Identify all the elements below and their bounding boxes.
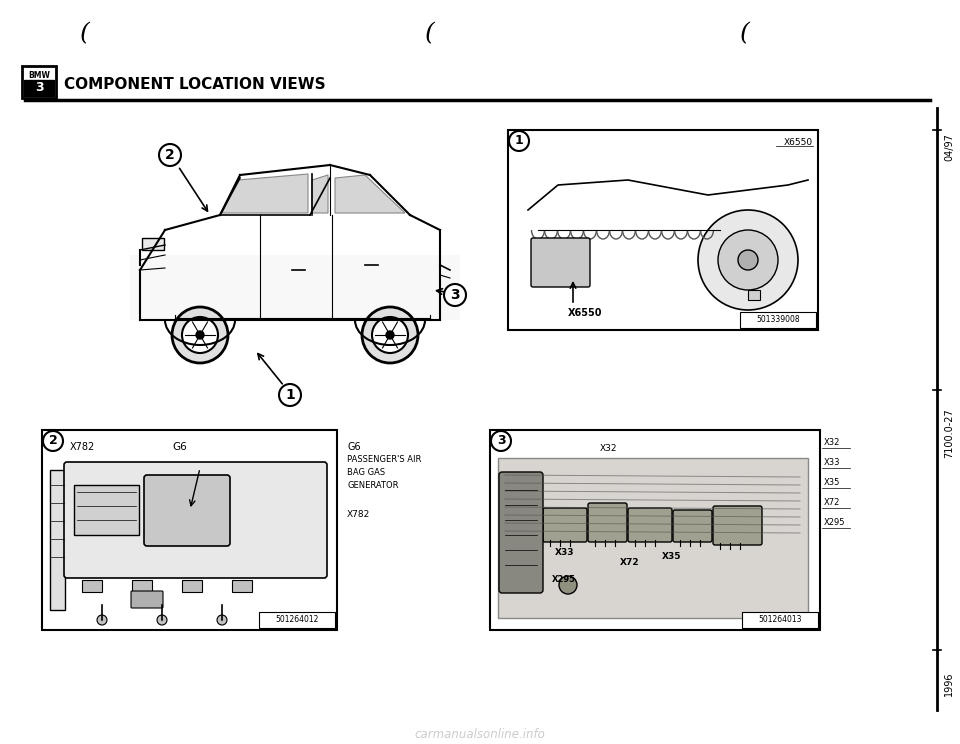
- FancyBboxPatch shape: [543, 508, 587, 542]
- FancyBboxPatch shape: [531, 238, 590, 287]
- Bar: [74, 485, 139, 535]
- Circle shape: [172, 307, 228, 363]
- Text: 501264013: 501264013: [758, 615, 802, 624]
- Circle shape: [738, 250, 758, 270]
- Text: COMPONENT LOCATION VIEWS: COMPONENT LOCATION VIEWS: [64, 77, 325, 92]
- Bar: [490, 430, 820, 630]
- Bar: [259, 612, 335, 628]
- Text: X33: X33: [824, 458, 841, 467]
- Text: (: (: [740, 22, 750, 45]
- Circle shape: [182, 317, 218, 353]
- Bar: [740, 312, 816, 328]
- Text: X782: X782: [347, 510, 371, 519]
- FancyBboxPatch shape: [64, 462, 327, 578]
- Text: PASSENGER'S AIR: PASSENGER'S AIR: [347, 455, 421, 464]
- Text: X295: X295: [552, 575, 576, 584]
- Bar: [50, 470, 65, 610]
- Text: 7100.0-27: 7100.0-27: [944, 408, 954, 458]
- Circle shape: [491, 431, 511, 451]
- Text: carmanualsonline.info: carmanualsonline.info: [415, 728, 545, 741]
- Circle shape: [362, 307, 418, 363]
- Bar: [232, 580, 252, 592]
- FancyBboxPatch shape: [131, 591, 163, 608]
- Text: 501339008: 501339008: [756, 315, 800, 324]
- Bar: [24, 80, 54, 96]
- Circle shape: [217, 615, 227, 625]
- Bar: [742, 612, 818, 628]
- Circle shape: [444, 284, 466, 306]
- Bar: [82, 580, 102, 592]
- Text: X6550: X6550: [784, 138, 813, 147]
- Circle shape: [159, 144, 181, 166]
- Circle shape: [279, 384, 301, 406]
- Text: 501264012: 501264012: [276, 615, 319, 624]
- Text: X72: X72: [824, 498, 840, 507]
- Text: 3: 3: [35, 81, 43, 94]
- Circle shape: [372, 317, 408, 353]
- Text: 3: 3: [496, 434, 505, 447]
- Text: 3: 3: [450, 288, 460, 302]
- Text: X32: X32: [824, 438, 840, 447]
- Text: G6: G6: [347, 442, 361, 452]
- FancyBboxPatch shape: [588, 503, 627, 542]
- Bar: [130, 255, 460, 320]
- Circle shape: [718, 230, 778, 290]
- Text: BAG GAS: BAG GAS: [347, 468, 385, 477]
- Text: 1996: 1996: [944, 672, 954, 696]
- Polygon shape: [312, 175, 328, 213]
- Bar: [22, 66, 56, 98]
- Circle shape: [43, 431, 63, 451]
- Bar: [508, 130, 818, 330]
- Text: BMW: BMW: [28, 71, 50, 80]
- Circle shape: [386, 331, 394, 339]
- Text: (: (: [425, 22, 435, 45]
- Bar: [748, 290, 760, 300]
- Text: X295: X295: [824, 518, 846, 527]
- Bar: [142, 238, 164, 250]
- Text: 2: 2: [165, 148, 175, 162]
- Text: X6550: X6550: [568, 308, 603, 318]
- Text: (: (: [80, 22, 90, 45]
- Text: X782: X782: [70, 442, 95, 452]
- Circle shape: [559, 576, 577, 594]
- Text: 1: 1: [515, 135, 523, 147]
- Text: X35: X35: [662, 552, 682, 561]
- Circle shape: [509, 131, 529, 151]
- FancyBboxPatch shape: [673, 510, 712, 542]
- Text: X32: X32: [600, 444, 617, 453]
- Polygon shape: [222, 174, 308, 213]
- Circle shape: [157, 615, 167, 625]
- Text: X35: X35: [824, 478, 840, 487]
- Bar: [132, 580, 152, 592]
- Text: 04/97: 04/97: [944, 133, 954, 161]
- Polygon shape: [335, 175, 405, 213]
- FancyBboxPatch shape: [713, 506, 762, 545]
- Circle shape: [698, 210, 798, 310]
- Text: X72: X72: [620, 558, 639, 567]
- Text: G6: G6: [172, 442, 187, 452]
- Circle shape: [97, 615, 107, 625]
- Bar: [42, 430, 337, 630]
- Bar: [182, 580, 202, 592]
- Text: X33: X33: [555, 548, 574, 557]
- Circle shape: [196, 331, 204, 339]
- Bar: [498, 458, 808, 618]
- Text: GENERATOR: GENERATOR: [347, 481, 398, 490]
- Text: 1: 1: [285, 388, 295, 402]
- FancyBboxPatch shape: [144, 475, 230, 546]
- FancyBboxPatch shape: [499, 472, 543, 593]
- Text: 2: 2: [49, 434, 58, 447]
- FancyBboxPatch shape: [628, 508, 672, 542]
